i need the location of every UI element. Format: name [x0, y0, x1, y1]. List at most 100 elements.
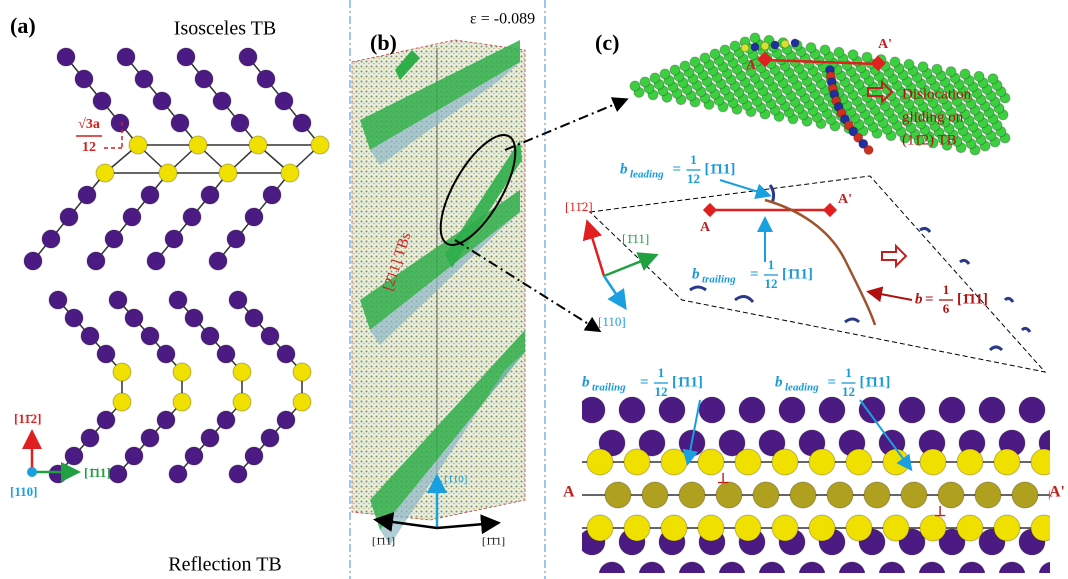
atom	[680, 61, 690, 71]
atom	[624, 449, 650, 475]
axis-label: [1̄1̄1]	[482, 536, 505, 548]
atom	[939, 397, 965, 423]
atom	[1012, 482, 1038, 508]
offset-numerator: √3a	[78, 117, 100, 132]
atom	[735, 449, 761, 475]
atom	[185, 309, 203, 327]
atom	[806, 43, 816, 53]
atom	[157, 345, 175, 363]
atom	[761, 42, 769, 50]
axis-label: [1̄11]	[372, 536, 395, 548]
axis-arrow	[604, 276, 624, 306]
atom	[185, 447, 203, 465]
atom	[245, 447, 263, 465]
atom	[771, 41, 779, 49]
axis-label: [11̄2]	[14, 411, 41, 426]
equals: =	[750, 266, 759, 282]
atom	[129, 136, 147, 154]
panel-label: (b)	[370, 30, 397, 55]
atom	[864, 146, 873, 155]
atom	[117, 48, 135, 66]
defect-segment	[1005, 298, 1013, 302]
atom	[141, 327, 159, 345]
atom	[153, 92, 171, 110]
defect-segment	[960, 260, 969, 264]
defect-segment	[1022, 328, 1030, 332]
direction: [1̄11]	[705, 161, 736, 177]
point-label: A	[746, 58, 757, 73]
atom	[820, 45, 830, 55]
atom	[201, 327, 219, 345]
atom	[135, 70, 153, 88]
slice-box	[590, 176, 1045, 372]
vector-subscript: trailing	[702, 274, 736, 286]
atom	[659, 397, 685, 423]
atom	[311, 136, 329, 154]
defect-segment	[920, 228, 930, 232]
atom	[819, 397, 845, 423]
fraction-numerator: 1	[690, 152, 697, 167]
atom	[624, 515, 650, 541]
atom	[700, 53, 710, 63]
atom	[690, 57, 700, 67]
atom	[75, 70, 93, 88]
axis-label: [1̄11]	[622, 231, 649, 246]
atom	[988, 74, 998, 84]
atom	[883, 515, 909, 541]
atom	[141, 429, 159, 447]
atom	[790, 482, 816, 508]
atom	[859, 397, 885, 423]
atom	[660, 69, 670, 79]
atom	[109, 465, 127, 483]
equals: =	[925, 291, 934, 307]
atom	[753, 482, 779, 508]
atom	[109, 291, 127, 309]
atom	[661, 515, 687, 541]
atom	[49, 291, 67, 309]
atom	[739, 397, 765, 423]
axis-label: [11̄2]	[565, 199, 593, 214]
atom	[123, 208, 141, 226]
atom	[791, 39, 799, 47]
atom	[229, 465, 247, 483]
atom	[173, 393, 191, 411]
vector-subscript: trailing	[592, 382, 626, 394]
atom	[125, 309, 143, 327]
figure: (a) Isosceles TB √3a 12 Reflection TB [1…	[0, 0, 1068, 579]
atom	[81, 429, 99, 447]
atom	[809, 449, 835, 475]
atom	[979, 397, 1005, 423]
atom	[113, 363, 131, 381]
atom	[229, 291, 247, 309]
atom	[957, 449, 983, 475]
atom	[173, 363, 191, 381]
atom	[848, 50, 858, 60]
panel-title: Reflection TB	[168, 554, 282, 576]
atom	[157, 411, 175, 429]
atom	[960, 69, 970, 79]
atom	[862, 52, 872, 62]
atom	[619, 397, 645, 423]
atom	[698, 515, 724, 541]
atom	[219, 164, 237, 182]
atom	[735, 515, 761, 541]
fraction-denominator: 12	[765, 276, 778, 291]
atom	[772, 449, 798, 475]
caption: gliding on	[902, 109, 964, 125]
equals: =	[673, 161, 682, 177]
atom	[201, 186, 219, 204]
atom	[699, 397, 725, 423]
atom	[195, 70, 213, 88]
atom	[630, 81, 640, 91]
fraction-numerator: 1	[768, 257, 775, 272]
atom	[189, 136, 207, 154]
atom	[217, 411, 235, 429]
fraction-numerator: 1	[845, 365, 852, 380]
vector-subscript: leading	[785, 382, 819, 394]
point-label: A'	[878, 37, 892, 52]
atom	[147, 252, 165, 270]
fraction-denominator: 12	[687, 171, 700, 186]
point-label: A	[563, 484, 575, 501]
atom	[245, 309, 263, 327]
axis-label: [1̄11]	[84, 465, 111, 480]
